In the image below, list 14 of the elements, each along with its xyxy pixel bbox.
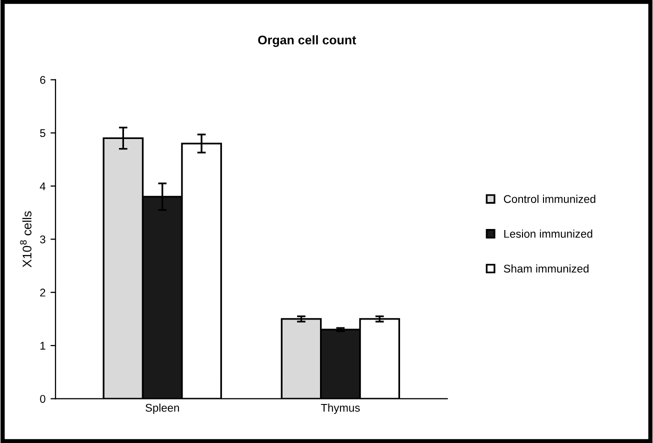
y-tick-label: 5 (40, 129, 46, 138)
y-axis-title: X10$^{8}$ cells (20, 211, 32, 268)
x-tick-label: Thymus (320, 404, 360, 414)
legend-label: Control immunized (504, 194, 596, 203)
x-tick-label: Spleen (146, 404, 179, 414)
legend-label: Sham immunized (504, 264, 588, 273)
legend-label: Lesion immunized (504, 230, 592, 238)
y-tick-label: 6 (40, 76, 46, 84)
y-tick-label: 3 (40, 235, 46, 244)
chart-title: Organ cell count (258, 35, 356, 47)
y-tick-label: 4 (40, 182, 46, 190)
y-tick-label: 1 (40, 342, 46, 350)
y-tick-label: 0 (40, 394, 46, 403)
y-tick-label: 2 (40, 288, 46, 296)
